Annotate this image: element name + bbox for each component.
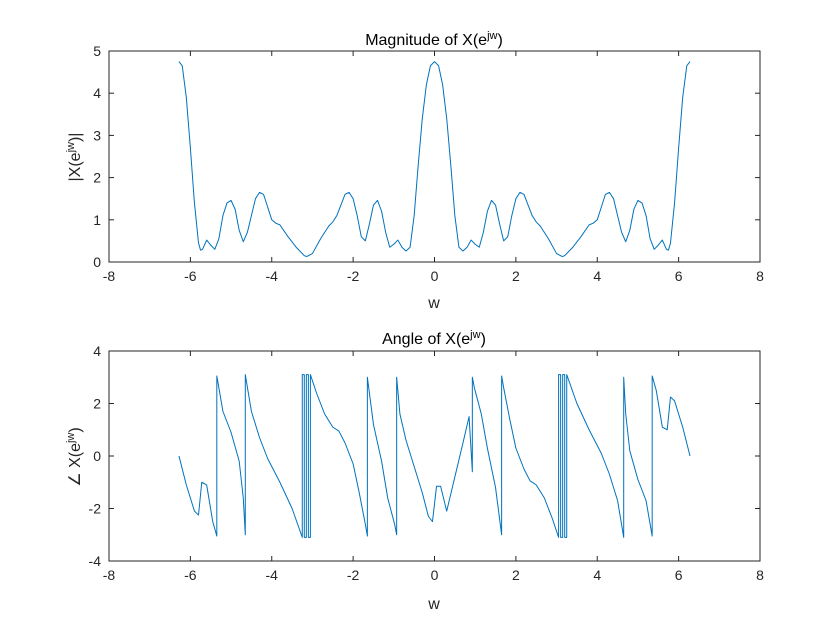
magnitude-series-line [178,61,691,258]
angle-ytick-label: -2 [89,501,102,517]
angle-xtick-label: -2 [347,567,360,583]
angle-title: Angle of X(ejw) [382,329,486,348]
angle-xtick-label: 2 [512,567,520,583]
angle-xtick-label: 6 [675,567,683,583]
magnitude-ytick-label: 2 [93,170,101,186]
magnitude-xtick-label: -4 [266,268,279,284]
magnitude-xtick-label: 8 [756,268,764,284]
magnitude-ytick-label: 0 [93,254,101,270]
magnitude-xtick-label: -6 [184,268,197,284]
magnitude-ytick-label: 3 [93,127,101,143]
angle-subplot: Angle of X(ejw) w ∠ X(ejw) -8 -6 -4 -2 0 2 4 6 8… [65,329,764,613]
magnitude-ytick-label: 5 [93,43,101,59]
magnitude-xtick-label: 0 [431,268,439,284]
angle-xlabel: w [427,596,440,613]
angle-xtick-label: -6 [184,567,197,583]
magnitude-title: Magnitude of X(ejw) [365,30,503,49]
angle-ylabel: ∠ X(ejw) [65,427,84,486]
angle-ytick-label: 0 [93,448,101,464]
angle-xtick-label: 0 [431,567,439,583]
angle-series-line [178,374,691,538]
magnitude-ytick-label: 1 [93,212,101,228]
magnitude-ytick-label: 4 [93,85,101,101]
angle-ytick-label: 4 [93,343,101,359]
magnitude-xtick-label: 2 [512,268,520,284]
angle-ytick-label: 2 [93,396,101,412]
angle-ytick-label: -4 [89,553,102,569]
magnitude-xtick-label: 6 [675,268,683,284]
magnitude-subplot: Magnitude of X(ejw) w |X(ejw)| -8 -6 -4 -2 0… [65,30,764,312]
magnitude-xlabel: w [427,295,440,312]
angle-xtick-label: -4 [266,567,279,583]
angle-xtick-label: 4 [593,567,601,583]
magnitude-xtick-label: 4 [593,268,601,284]
angle-xtick-label: 8 [756,567,764,583]
angle-xtick-label: -8 [103,567,116,583]
magnitude-ylabel: |X(ejw)| [65,133,84,182]
magnitude-xtick-label: -2 [347,268,360,284]
magnitude-xtick-label: -8 [103,268,116,284]
